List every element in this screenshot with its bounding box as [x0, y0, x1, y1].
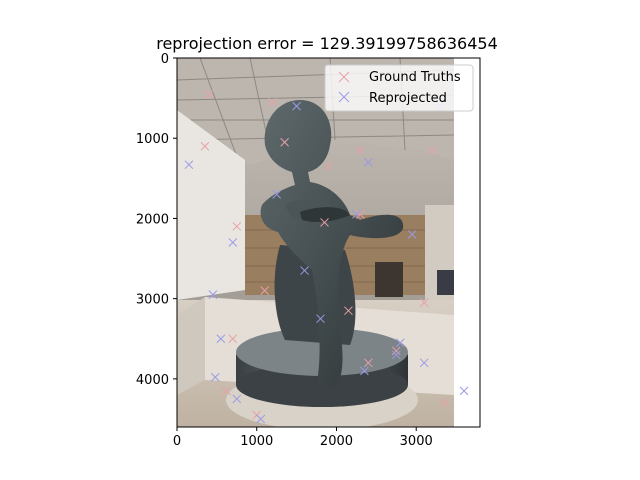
marker-ground-truths	[419, 298, 429, 308]
marker-ground-truths	[268, 97, 278, 107]
marker-reprojected	[292, 101, 301, 111]
chart-title: reprojection error = 129.39199758636454	[156, 34, 498, 53]
axes-frame	[176, 57, 481, 428]
marker-reprojected	[300, 266, 309, 275]
legend-box	[324, 64, 474, 112]
marker-reprojected	[210, 372, 220, 382]
marker-reprojected	[256, 414, 266, 424]
legend: Ground Truths Reprojected	[324, 64, 474, 112]
legend-marker-reprojected	[338, 91, 350, 103]
marker-reprojected	[395, 338, 405, 348]
marker-ground-truths	[324, 161, 333, 171]
marker-ground-truths	[364, 358, 373, 368]
statue-photo	[177, 58, 454, 427]
marker-reprojected	[407, 230, 417, 239]
marker-reprojected	[360, 366, 369, 376]
marker-ground-truths	[320, 218, 329, 227]
y-tick-label: 0	[161, 52, 169, 67]
marker-ground-truths	[356, 145, 365, 155]
x-tick-label: 2000	[320, 434, 353, 449]
marker-reprojected	[184, 160, 194, 170]
marker-reprojected	[208, 290, 218, 299]
marker-reprojected	[216, 334, 226, 344]
marker-reprojected	[391, 350, 401, 360]
legend-label-reprojected: Reprojected	[369, 91, 447, 106]
marker-ground-truths	[200, 141, 210, 151]
marker-reprojected	[419, 358, 429, 368]
x-tick-label: 1000	[240, 434, 273, 449]
marker-ground-truths	[439, 398, 449, 408]
marker-ground-truths	[427, 145, 437, 155]
y-tick-label: 2000	[136, 212, 169, 227]
marker-reprojected	[316, 314, 325, 324]
marker-ground-truths	[260, 286, 270, 295]
marker-ground-truths	[222, 386, 231, 396]
marker-ground-truths	[391, 346, 401, 356]
legend-marker-ground-truths	[338, 71, 350, 83]
marker-ground-truths	[232, 222, 242, 231]
legend-label-ground-truths: Ground Truths	[369, 70, 461, 85]
marker-ground-truths	[228, 334, 238, 344]
x-axis: 0 1000 2000 3000	[173, 427, 433, 449]
marker-reprojected	[364, 157, 373, 167]
marker-ground-truths	[344, 306, 353, 316]
marker-reprojected	[232, 394, 242, 404]
y-tick-label: 1000	[136, 132, 169, 147]
marker-ground-truths	[356, 210, 365, 219]
y-tick-label: 3000	[136, 293, 169, 308]
y-axis: 0 1000 2000 3000 4000	[136, 52, 177, 388]
marker-reprojected	[459, 386, 469, 396]
marker-reprojected	[272, 190, 282, 199]
y-tick-label: 4000	[136, 373, 169, 388]
marker-ground-truths	[204, 89, 214, 99]
x-tick-label: 0	[173, 434, 181, 449]
x-tick-label: 3000	[400, 434, 433, 449]
marker-reprojected	[352, 210, 361, 219]
marker-reprojected	[228, 238, 238, 247]
marker-ground-truths	[280, 137, 289, 147]
